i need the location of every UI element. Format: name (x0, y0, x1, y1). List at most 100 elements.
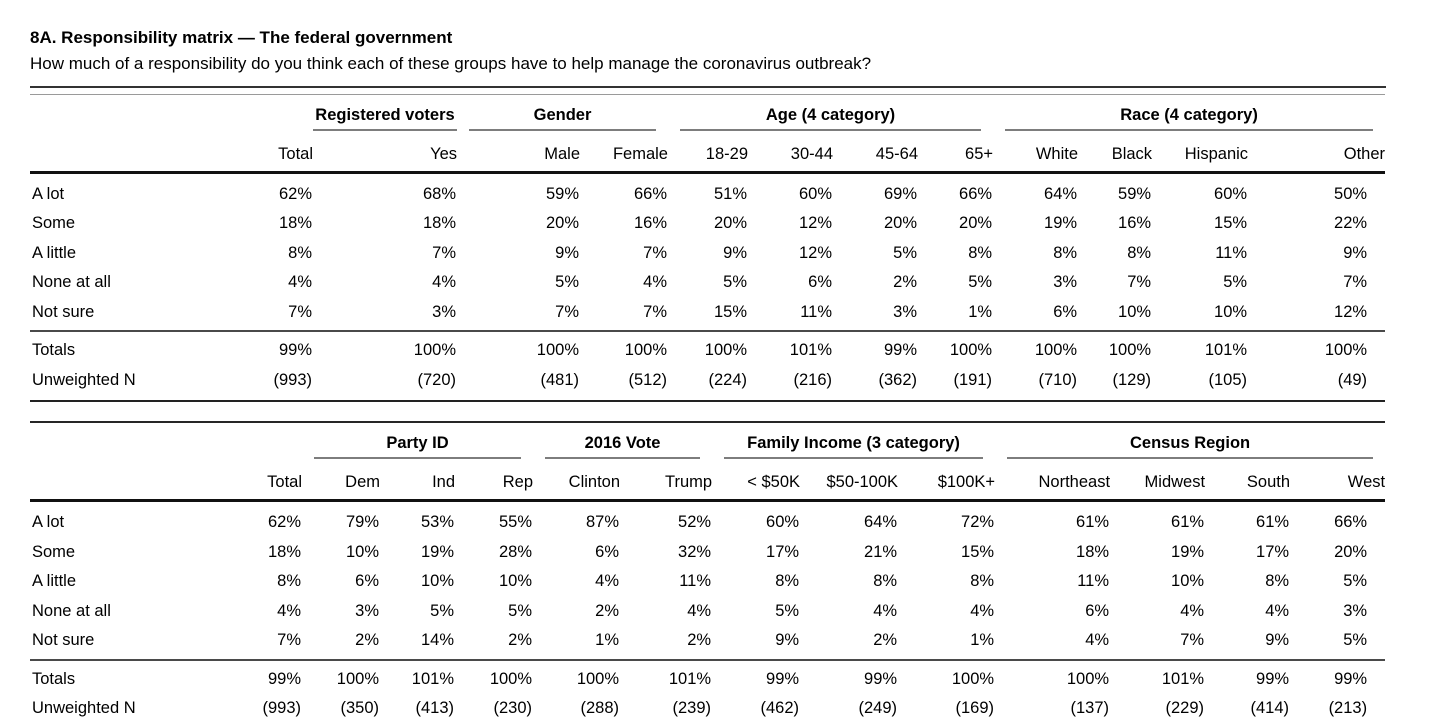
totals-row: Totals 99% 100% 100% 100% 100% 101% 99% 100% 100%… (30, 330, 1386, 366)
totals-row: Totals 99% 100% 101% 100% 100% 101% 99% 99% 100% 1… (30, 658, 1386, 695)
value-cell: 99% (1205, 658, 1291, 695)
group-header: 2016 Vote (533, 422, 712, 460)
value-cell: 99% (235, 658, 302, 695)
value-cell: (239) (620, 694, 713, 717)
value-cell: 21% (864, 542, 898, 561)
row-label: A little (32, 572, 77, 591)
value-cell: 19% (1044, 214, 1078, 233)
value-cell: 8% (970, 572, 995, 591)
column-header-row: Total Dem Ind Rep Clinton Trump < $50K $50-100K… (30, 459, 1386, 503)
value-cell: 101% (620, 658, 713, 695)
value-cell: 3% (1053, 273, 1078, 292)
value-cell: 5% (775, 601, 800, 620)
value-cell: 101% (748, 330, 833, 366)
value-cell: 72% (961, 513, 995, 532)
value-cell: 17% (766, 542, 800, 561)
value-cell: (49) (1248, 365, 1386, 403)
group-header-row: Party ID 2016 Vote Family Income (3 catego… (30, 422, 1385, 460)
column-header: Female (580, 130, 668, 174)
value-cell: 8% (1127, 243, 1152, 262)
row-label: None at all (32, 601, 111, 620)
table-row: Not sure 7% 2% 14% 2% 1% 2% 9% 2% 1% 4% 7% 9% 5% (30, 626, 1385, 660)
value-cell: 11% (1215, 243, 1248, 262)
value-cell: 50% (1334, 184, 1368, 203)
value-cell: 9% (555, 243, 579, 262)
value-cell: (362) (833, 365, 918, 403)
value-cell: 99% (1290, 658, 1386, 695)
table-row: Some 18% 18% 20% 16% 20% 12% 20% 20% 19% 16% 15% 22% (30, 209, 1385, 239)
column-header: 45-64 (833, 130, 918, 174)
value-cell: 8% (1265, 572, 1290, 591)
value-cell: (710) (993, 365, 1079, 403)
data-rows: A lot 62% 68% 59% 66% 51% 60% 69% 66% 64% 59% 60% 50… (30, 172, 1385, 331)
value-cell: (191) (918, 365, 994, 403)
value-cell: 2% (595, 601, 620, 620)
column-header: South (1205, 459, 1291, 503)
value-cell: (512) (580, 365, 668, 403)
value-cell: (413) (380, 694, 455, 717)
row-label: Unweighted N (30, 694, 235, 717)
value-cell: 12% (1334, 302, 1368, 321)
value-cell: 19% (1171, 542, 1205, 561)
value-cell: 3% (893, 302, 917, 321)
value-cell: 4% (873, 601, 898, 620)
value-cell: 16% (633, 214, 667, 233)
value-cell: 5% (893, 243, 917, 262)
value-cell: 100% (668, 330, 748, 366)
row-label: None at all (32, 273, 111, 292)
unweighted-n-row: Unweighted N (993) (720) (481) (512) (224) (21… (30, 365, 1386, 403)
value-cell: (224) (668, 365, 748, 403)
unweighted-n-row: Unweighted N (993) (350) (413) (230) (288) (23… (30, 694, 1386, 717)
group-header-spacer (30, 422, 302, 459)
table-row: A little 8% 7% 9% 7% 9% 12% 5% 8% 8% 8% 11% 9% (30, 239, 1385, 269)
column-header: Hispanic (1152, 130, 1249, 174)
table-row: Not sure 7% 3% 7% 7% 15% 11% 3% 1% 6% 10% 10% 12% (30, 298, 1385, 332)
crosstab-table-demographics-crosstab: Registered voters Gender Age (4 category) R… (30, 93, 1386, 403)
value-cell: 20% (1334, 542, 1368, 561)
value-cell: (169) (898, 694, 996, 717)
value-cell: 10% (420, 572, 454, 591)
value-cell: 61% (1076, 513, 1110, 532)
value-cell: 4% (1085, 631, 1110, 650)
value-cell: 4% (277, 601, 301, 620)
value-cell: 100% (993, 330, 1079, 366)
value-cell: 8% (775, 572, 800, 591)
value-cell: 100% (898, 658, 996, 695)
value-cell: 68% (422, 184, 456, 203)
value-cell: (993) (235, 694, 302, 717)
value-cell: 100% (995, 658, 1111, 695)
column-header: Total (235, 459, 302, 503)
value-cell: 20% (959, 214, 993, 233)
value-cell: 4% (432, 273, 456, 292)
value-cell: 5% (1343, 572, 1368, 591)
value-cell: 100% (580, 330, 668, 366)
column-header: Yes (313, 130, 457, 174)
value-cell: 15% (713, 302, 747, 321)
value-cell: 20% (545, 214, 579, 233)
value-cell: 100% (1248, 330, 1386, 366)
table-row: None at all 4% 4% 5% 4% 5% 6% 2% 5% 3% 7% 5% 7% (30, 268, 1385, 298)
header-rule (30, 85, 1386, 88)
value-cell: 52% (678, 513, 712, 532)
value-cell: 7% (288, 302, 312, 321)
value-cell: 6% (595, 542, 620, 561)
group-label: Age (4 category) (680, 106, 982, 131)
value-cell: 8% (277, 572, 301, 591)
value-cell: 15% (961, 542, 995, 561)
value-cell: 99% (800, 658, 899, 695)
row-label: Some (32, 542, 76, 561)
value-cell: 99% (712, 658, 801, 695)
value-cell: (462) (712, 694, 801, 717)
column-header: Other (1248, 130, 1386, 174)
value-cell: 60% (1214, 184, 1248, 203)
value-cell: 5% (555, 273, 579, 292)
value-cell: 9% (1265, 631, 1290, 650)
value-cell: 55% (499, 513, 533, 532)
value-cell: 5% (430, 601, 454, 620)
value-cell: 10% (345, 542, 379, 561)
value-cell: 10% (1118, 302, 1152, 321)
column-header: Dem (302, 459, 380, 503)
value-cell: (230) (455, 694, 534, 717)
